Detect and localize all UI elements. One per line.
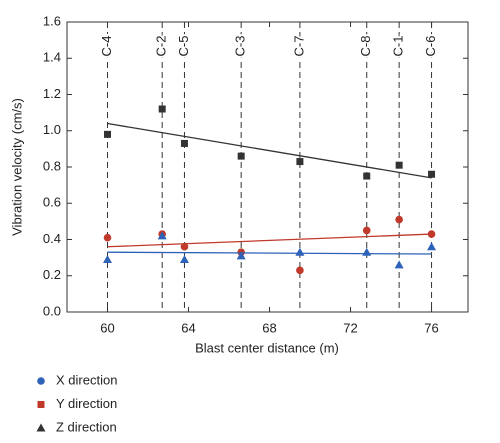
y-tick-label: 0.0 — [43, 303, 61, 318]
y-tick-label: 0.2 — [43, 267, 61, 282]
data-point — [427, 242, 437, 251]
legend-marker — [37, 401, 45, 408]
data-point — [295, 247, 305, 256]
y-axis-label: Vibration velocity (cm/s) — [9, 98, 24, 236]
legend-marker — [36, 423, 46, 432]
data-point — [363, 172, 371, 180]
data-point — [158, 105, 166, 113]
x-tick-label: 76 — [424, 320, 438, 335]
data-point — [179, 254, 189, 263]
station-label: C-8 — [358, 36, 373, 57]
station-label: C-3 — [233, 36, 248, 57]
legend-label: Y direction — [56, 396, 117, 411]
data-point — [180, 242, 189, 251]
data-point — [428, 170, 436, 178]
y-tick-label: 0.4 — [43, 231, 61, 246]
station-label: C-2 — [154, 36, 169, 57]
station-label: C-7 — [291, 36, 306, 57]
data-point — [236, 251, 246, 260]
data-point — [395, 215, 403, 224]
legend-marker — [37, 377, 45, 385]
data-point — [296, 266, 304, 275]
data-point — [394, 260, 404, 269]
y-tick-label: 0.6 — [43, 195, 61, 210]
legend-label: Z direction — [56, 419, 117, 434]
x-tick-label: 60 — [100, 320, 114, 335]
station-label: C-4 — [99, 36, 114, 57]
station-label: C-6 — [423, 36, 438, 57]
station-label: C-5 — [176, 36, 191, 57]
data-point — [103, 233, 112, 242]
station-label: C-1 — [391, 36, 406, 57]
fit-line — [107, 251, 432, 255]
y-tick-label: 1.6 — [43, 13, 61, 28]
data-point — [362, 226, 371, 235]
data-point — [237, 152, 245, 160]
data-point — [296, 158, 304, 166]
x-axis-label: Blast center distance (m) — [195, 340, 339, 355]
y-tick-label: 1.0 — [43, 122, 61, 137]
data-point — [180, 139, 188, 147]
data-point — [104, 130, 112, 138]
data-point — [103, 254, 113, 263]
y-tick-label: 1.2 — [43, 86, 61, 101]
y-tick-label: 1.4 — [43, 50, 61, 65]
data-point — [395, 161, 403, 169]
x-tick-label: 72 — [343, 320, 357, 335]
y-tick-label: 0.8 — [43, 158, 61, 173]
x-tick-label: 68 — [262, 320, 276, 335]
data-point — [427, 230, 436, 238]
x-tick-label: 64 — [181, 320, 195, 335]
data-point — [157, 231, 167, 240]
fit-line — [107, 233, 432, 248]
data-point — [362, 247, 372, 256]
plot-frame — [66, 21, 469, 313]
fit-line — [107, 122, 432, 179]
legend-label: X direction — [56, 372, 117, 387]
